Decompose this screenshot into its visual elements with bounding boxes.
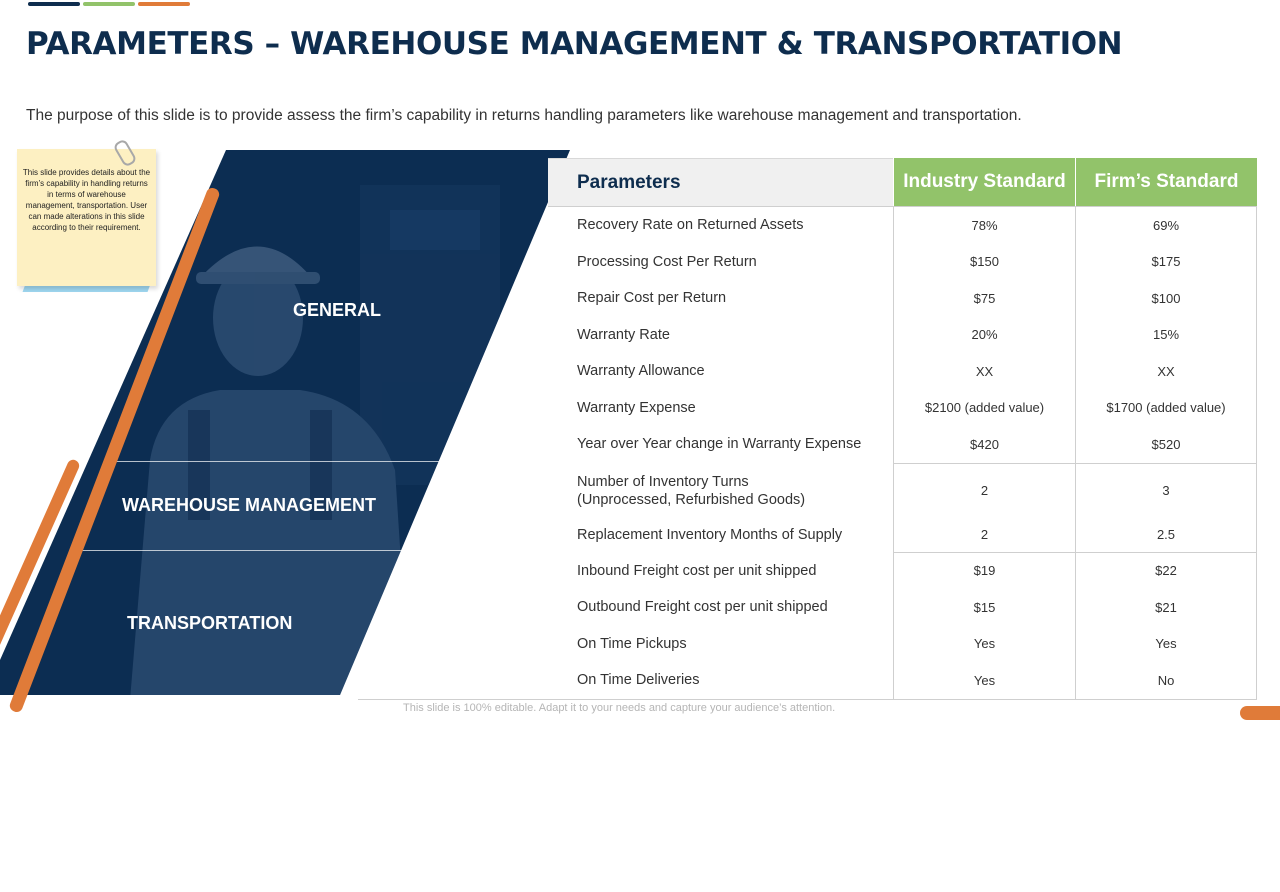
cell-parameter-line2: (Unprocessed, Refurbished Goods) (577, 491, 806, 508)
page-subtitle: The purpose of this slide is to provide … (26, 107, 1022, 124)
accent-bar-green (83, 2, 135, 6)
table-row: Warranty Allowance XX XX (548, 353, 1257, 390)
cell-firm: 2.5 (1075, 517, 1257, 552)
header-parameters: Parameters (548, 158, 893, 206)
cell-firm: Yes (1075, 625, 1257, 662)
section-label-transportation: TRANSPORTATION (127, 613, 293, 633)
cell-industry: Yes (893, 662, 1075, 699)
cell-firm: $100 (1075, 280, 1257, 317)
cell-industry: 2 (893, 517, 1075, 552)
cell-firm: $21 (1075, 589, 1257, 626)
cell-industry: $420 (893, 426, 1075, 463)
table-row: Inbound Freight cost per unit shipped $1… (548, 552, 1257, 589)
section-label-general: GENERAL (293, 300, 382, 320)
table-row: Outbound Freight cost per unit shipped $… (548, 589, 1257, 626)
table-row: On Time Deliveries Yes No (548, 662, 1257, 699)
orange-corner-tab (1240, 706, 1280, 720)
cell-industry: 2 (893, 463, 1075, 518)
table-bottom-rule (358, 698, 1257, 700)
cell-parameter: On Time Pickups (577, 635, 687, 652)
worker-photo-silhouette (130, 185, 500, 695)
table-row: Recovery Rate on Returned Assets 78% 69% (548, 207, 1257, 244)
group-divider-general (893, 462, 1257, 464)
section-banner (0, 150, 570, 695)
cell-firm: $1700 (added value) (1075, 389, 1257, 426)
cell-firm: $520 (1075, 426, 1257, 463)
table-row: Number of Inventory Turns (Unprocessed, … (548, 463, 1257, 518)
cell-firm: 3 (1075, 463, 1257, 518)
header-firms-standard: Firm’s Standard (1075, 158, 1257, 206)
section-divider-1 (112, 461, 450, 462)
table-row: Year over Year change in Warranty Expens… (548, 426, 1257, 463)
table-rule (548, 206, 1257, 207)
table-row: Warranty Rate 20% 15% (548, 316, 1257, 353)
section-label-warehouse: WAREHOUSE MANAGEMENT (122, 495, 377, 515)
cell-industry: 20% (893, 316, 1075, 353)
parameters-table: Parameters Industry Standard Firm’s Stan… (358, 158, 1257, 700)
accent-bar-orange (138, 2, 190, 6)
table-body: Recovery Rate on Returned Assets 78% 69%… (358, 206, 1257, 700)
cell-parameter: Warranty Rate (577, 326, 670, 343)
cell-firm: No (1075, 662, 1257, 699)
cell-industry: Yes (893, 625, 1075, 662)
cell-parameter: Replacement Inventory Months of Supply (577, 526, 843, 543)
table-row: On Time Pickups Yes Yes (548, 625, 1257, 662)
accent-bar-navy (28, 2, 80, 6)
cell-parameter: On Time Deliveries (577, 672, 700, 689)
cell-parameter: Repair Cost per Return (577, 290, 727, 307)
table-header: Parameters Industry Standard Firm’s Stan… (548, 158, 1257, 206)
cell-parameter-line1: Number of Inventory Turns (577, 473, 749, 490)
group-divider-warehouse (893, 551, 1257, 553)
cell-parameter: Warranty Allowance (577, 363, 705, 380)
cell-firm: $22 (1075, 552, 1257, 589)
cell-industry: XX (893, 353, 1075, 390)
cell-parameter: Recovery Rate on Returned Assets (577, 217, 804, 234)
cell-parameter: Processing Cost Per Return (577, 253, 757, 270)
section-divider-2 (80, 550, 414, 551)
footer-note: This slide is 100% editable. Adapt it to… (403, 702, 836, 714)
cell-industry: $19 (893, 552, 1075, 589)
cell-parameter: Outbound Freight cost per unit shipped (577, 599, 828, 616)
cell-firm: $175 (1075, 243, 1257, 280)
cell-parameter: Year over Year change in Warranty Expens… (577, 436, 862, 453)
cell-industry: $15 (893, 589, 1075, 626)
cell-parameter: Number of Inventory Turns (Unprocessed, … (548, 464, 893, 518)
cell-industry: 78% (893, 207, 1075, 244)
table-row: Replacement Inventory Months of Supply 2… (548, 517, 1257, 552)
cell-industry: $2100 (added value) (893, 389, 1075, 426)
table-row: Processing Cost Per Return $150 $175 (548, 243, 1257, 280)
cell-firm: 15% (1075, 316, 1257, 353)
cell-parameter: Warranty Expense (577, 399, 696, 416)
page-title: PARAMETERS – WAREHOUSE MANAGEMENT & TRAN… (26, 26, 1123, 62)
sticky-note: This slide provides details about the fi… (17, 149, 156, 286)
cell-firm: XX (1075, 353, 1257, 390)
cell-industry: $75 (893, 280, 1075, 317)
table-row: Warranty Expense $2100 (added value) $17… (548, 389, 1257, 426)
table-row: Repair Cost per Return $75 $100 (548, 280, 1257, 317)
cell-parameter: Inbound Freight cost per unit shipped (577, 562, 817, 579)
sticky-note-text: This slide provides details about the fi… (22, 168, 151, 232)
cell-industry: $150 (893, 243, 1075, 280)
header-industry-standard: Industry Standard (893, 158, 1075, 206)
cell-firm: 69% (1075, 207, 1257, 244)
